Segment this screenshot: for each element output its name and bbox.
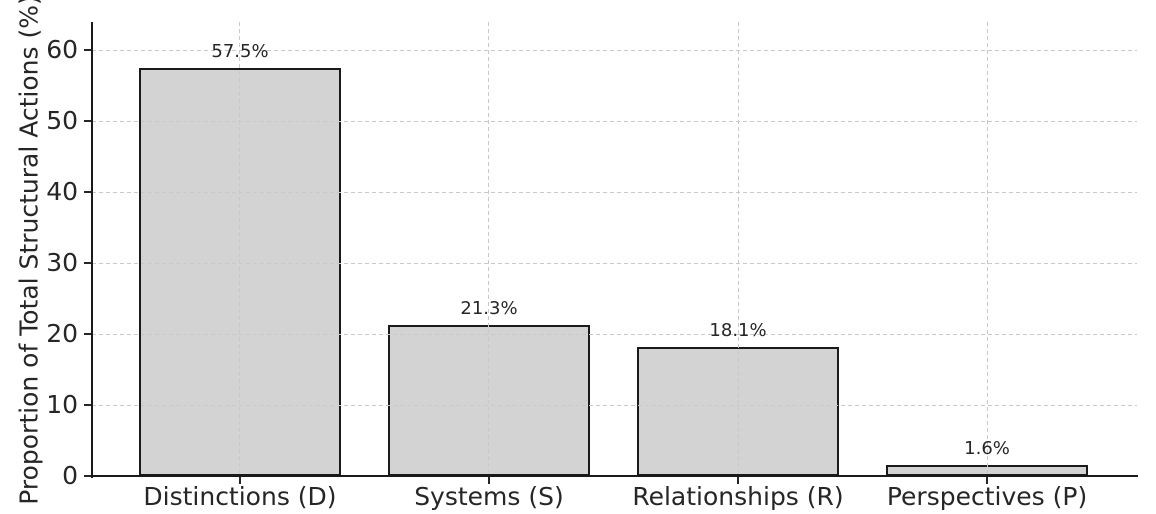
y-tick-label: 0 bbox=[62, 461, 78, 490]
gridline-horizontal bbox=[92, 121, 1137, 122]
gridline-vertical bbox=[986, 22, 988, 476]
y-tick bbox=[84, 333, 91, 335]
x-tick-label: Distinctions (D) bbox=[143, 482, 337, 511]
gridline-horizontal bbox=[92, 334, 1137, 335]
y-tick bbox=[84, 120, 91, 122]
y-tick bbox=[84, 191, 91, 193]
x-tick bbox=[986, 477, 989, 484]
y-tick-label: 30 bbox=[46, 248, 78, 277]
gridline-horizontal bbox=[92, 192, 1137, 193]
y-tick bbox=[84, 49, 91, 51]
gridline-horizontal bbox=[92, 50, 1137, 51]
x-tick-label: Relationships (R) bbox=[632, 482, 844, 511]
x-axis-spine bbox=[91, 475, 1138, 477]
x-tick-label: Perspectives (P) bbox=[886, 482, 1088, 511]
bar-value-label: 21.3% bbox=[460, 297, 518, 319]
y-tick-label: 60 bbox=[46, 35, 78, 64]
y-tick-label: 20 bbox=[46, 319, 78, 348]
y-tick bbox=[84, 404, 91, 406]
y-tick bbox=[84, 475, 91, 477]
bar-value-label: 18.1% bbox=[709, 320, 767, 342]
x-tick bbox=[238, 477, 241, 484]
gridline-vertical bbox=[737, 22, 739, 476]
y-tick-label: 40 bbox=[46, 177, 78, 206]
x-tick bbox=[737, 477, 740, 484]
x-tick-label: Systems (S) bbox=[414, 482, 564, 511]
gridline-vertical bbox=[488, 22, 490, 476]
bar-value-label: 1.6% bbox=[964, 437, 1010, 459]
gridline-horizontal bbox=[92, 405, 1137, 406]
gridline-horizontal bbox=[92, 263, 1137, 264]
x-tick bbox=[487, 477, 490, 484]
gridline-vertical bbox=[239, 22, 241, 476]
y-tick-label: 50 bbox=[46, 106, 78, 135]
bar-value-label: 57.5% bbox=[211, 40, 269, 62]
y-axis-spine bbox=[91, 22, 93, 478]
y-tick-label: 10 bbox=[46, 390, 78, 419]
y-tick bbox=[84, 262, 91, 264]
